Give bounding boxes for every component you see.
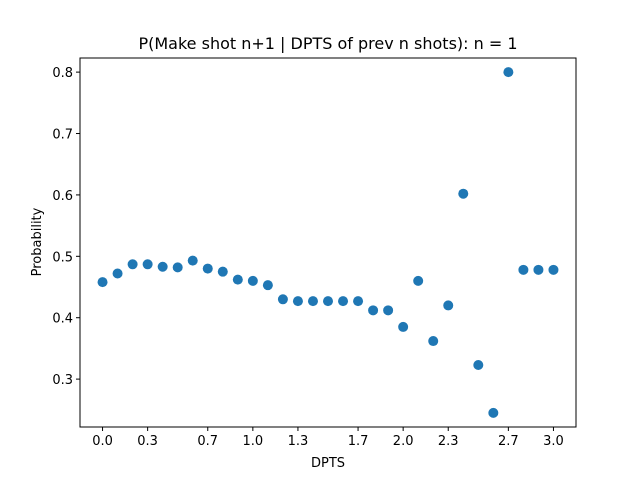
data-point [533, 264, 544, 275]
y-axis: 0.3 0.4 0.5 0.6 0.7 0.8 [52, 66, 80, 388]
x-tick-label: 0.0 [92, 434, 113, 449]
x-tick-label: 3.0 [543, 434, 564, 449]
data-point [503, 67, 514, 78]
y-tick-label: 0.3 [52, 373, 73, 388]
chart-title: P(Make shot n+1 | DPTS of prev n shots):… [138, 34, 517, 53]
data-point [217, 266, 228, 277]
data-points [97, 67, 559, 418]
data-point [262, 280, 273, 291]
x-tick-label: 2.7 [498, 434, 519, 449]
x-tick-label: 1.3 [288, 434, 309, 449]
x-tick-label: 2.0 [393, 434, 414, 449]
data-point [187, 255, 198, 266]
data-point [232, 274, 243, 285]
data-point [247, 275, 258, 286]
x-tick-label: 1.7 [348, 434, 369, 449]
data-point [292, 296, 303, 307]
data-point [368, 305, 379, 316]
data-point [548, 264, 559, 275]
data-point [518, 264, 529, 275]
data-point [277, 294, 288, 305]
data-point [307, 296, 318, 307]
data-point [353, 296, 364, 307]
data-point [142, 259, 153, 270]
data-point [398, 321, 409, 332]
data-point [97, 277, 108, 288]
y-tick-label: 0.5 [52, 250, 73, 265]
data-point [443, 300, 454, 311]
x-tick-label: 1.0 [243, 434, 264, 449]
data-point [458, 188, 469, 199]
data-point [383, 305, 394, 316]
data-point [413, 275, 424, 286]
data-point [338, 296, 349, 307]
data-point [127, 259, 138, 270]
data-point [112, 268, 123, 279]
y-tick-label: 0.6 [52, 189, 73, 204]
data-point [323, 296, 333, 307]
y-tick-label: 0.7 [52, 128, 73, 143]
x-axis-label: DPTS [311, 456, 345, 471]
data-point [172, 262, 183, 273]
data-point [428, 336, 439, 347]
plot-frame [79, 57, 577, 428]
data-point [473, 359, 484, 370]
data-point [202, 263, 213, 274]
data-point [488, 407, 499, 418]
x-axis: 0.0 0.3 0.7 1.0 1.3 1.7 2.0 2.3 2.7 3.0 [92, 427, 564, 449]
data-point [157, 261, 168, 272]
y-tick-label: 0.4 [52, 312, 73, 327]
x-tick-label: 0.7 [197, 434, 218, 449]
y-tick-label: 0.8 [52, 66, 73, 81]
x-tick-label: 2.3 [438, 434, 459, 449]
y-axis-label: Probability [30, 207, 45, 276]
x-tick-label: 0.3 [137, 434, 158, 449]
